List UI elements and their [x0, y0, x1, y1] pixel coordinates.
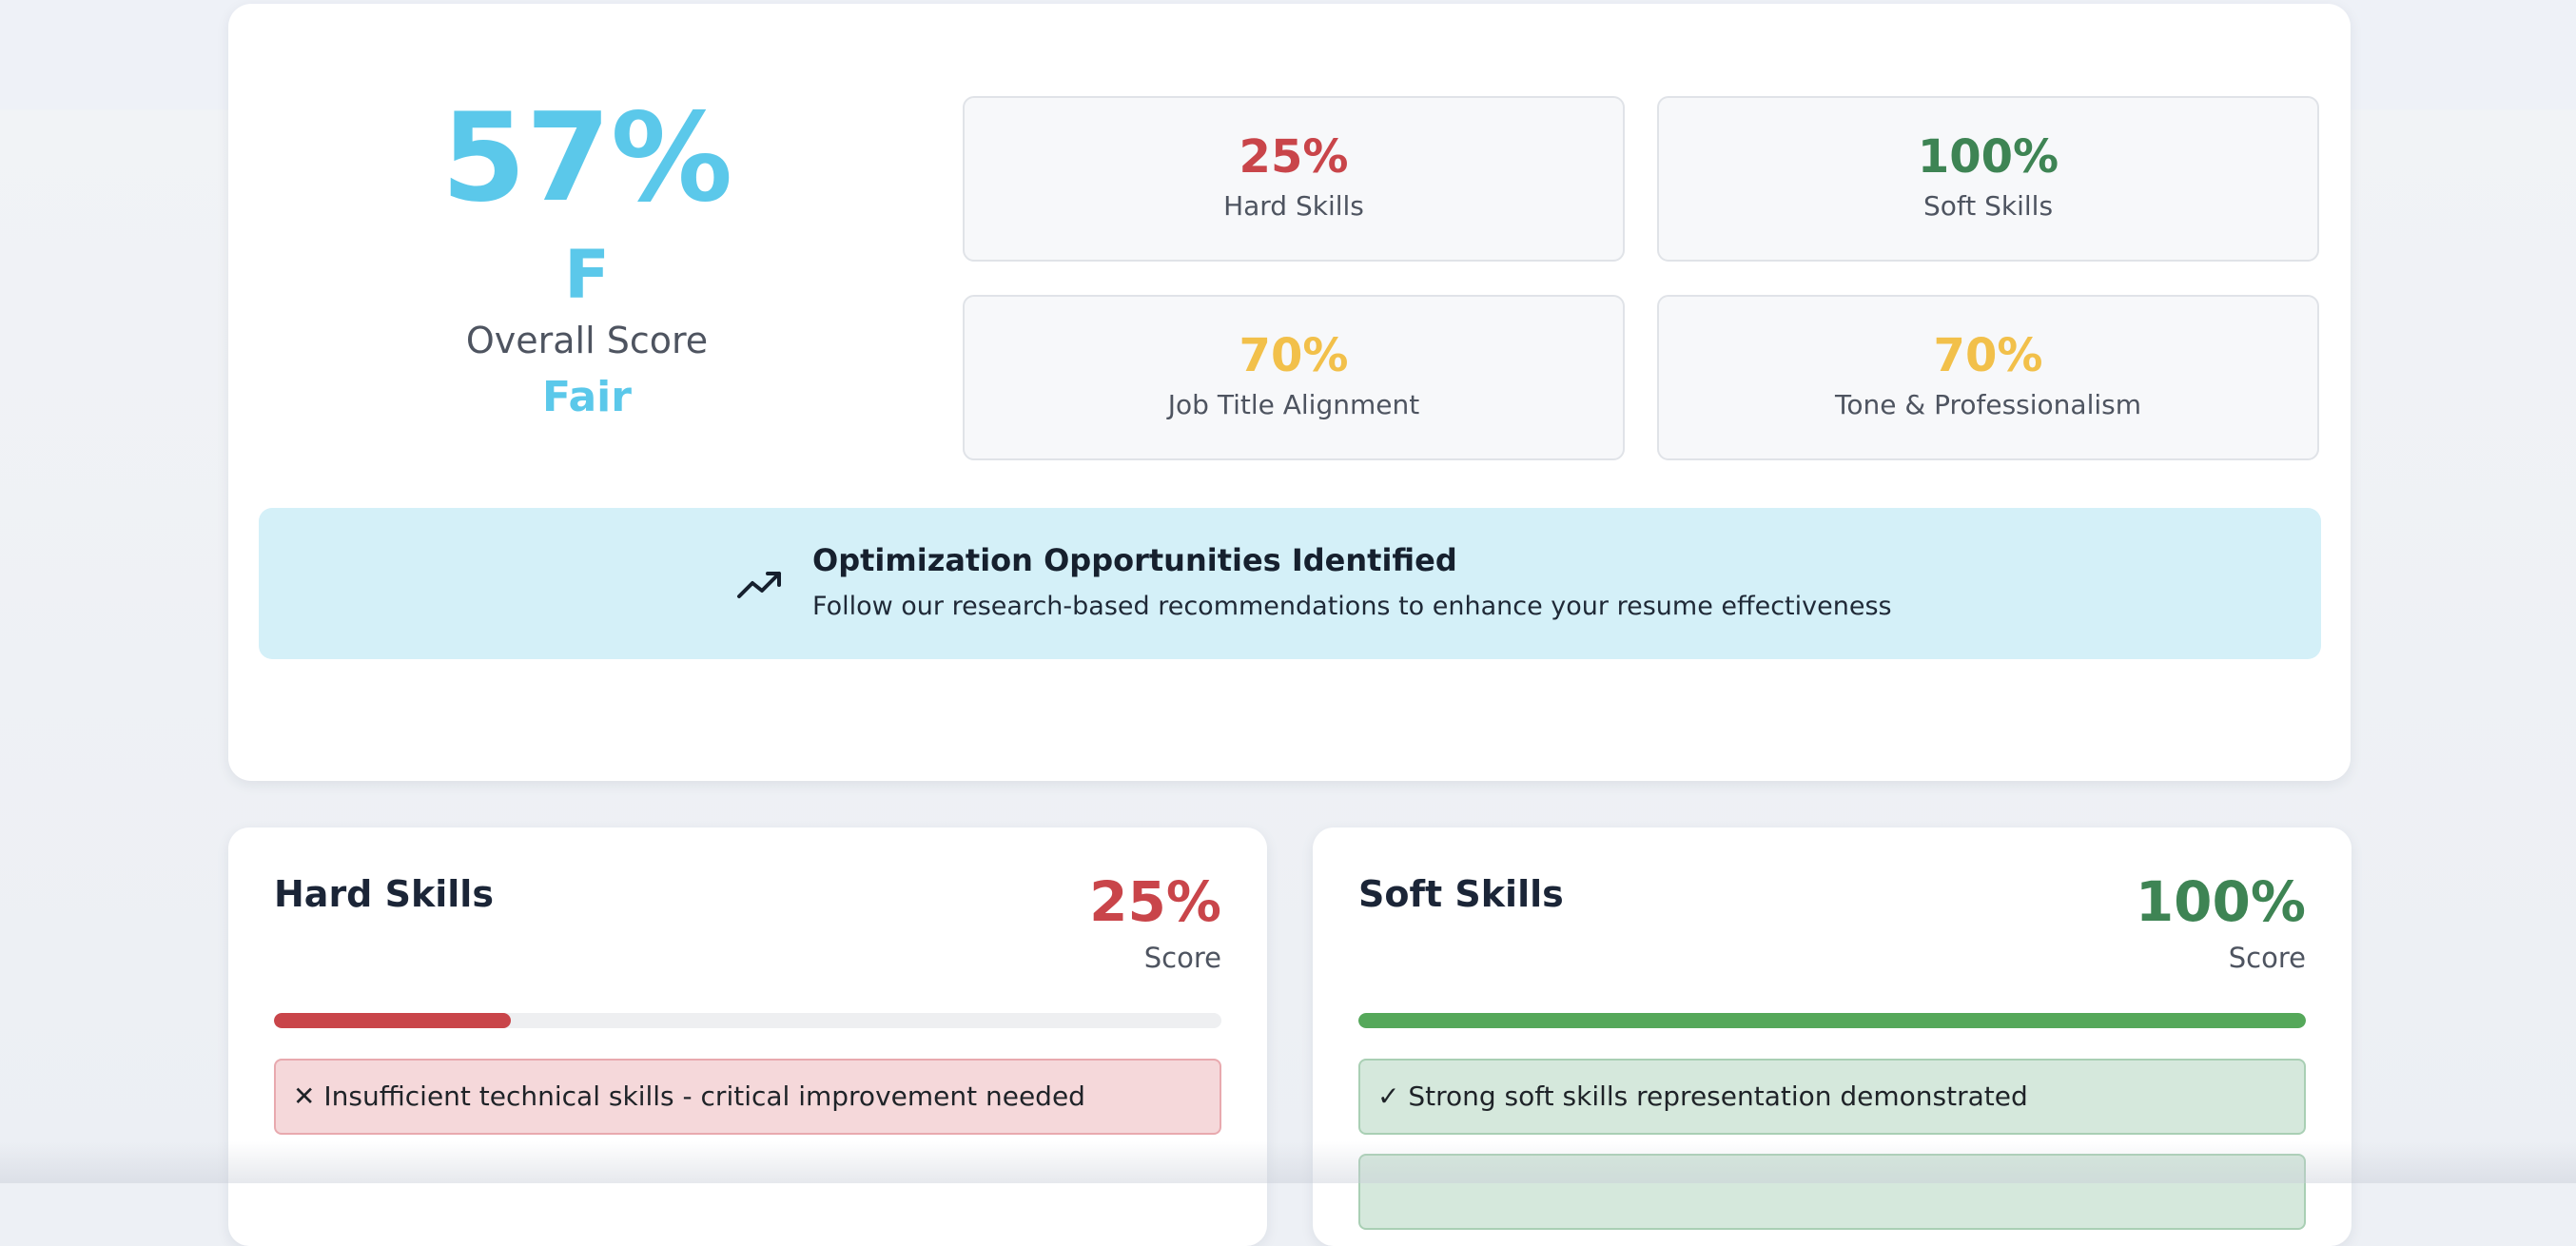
metric-value: 70%	[1239, 329, 1349, 382]
soft-skills-progress-bar	[1358, 1013, 2306, 1028]
hard-skills-score: 25%	[1089, 869, 1221, 934]
hard-skills-title: Hard Skills	[274, 873, 494, 915]
banner-subtitle: Follow our research-based recommendation…	[812, 592, 1892, 621]
hard-skills-progress-bar	[274, 1013, 1221, 1028]
metric-card-tone-professionalism: 70% Tone & Professionalism	[1657, 295, 2319, 460]
overall-grade: F	[564, 236, 610, 314]
trending-up-icon	[737, 572, 781, 598]
metric-value: 70%	[1933, 329, 2043, 382]
metric-card-hard-skills: 25% Hard Skills	[963, 96, 1625, 262]
soft-skills-feedback-item: ✓ Strong soft skills representation demo…	[1358, 1059, 2306, 1135]
metric-card-job-title-alignment: 70% Job Title Alignment	[963, 295, 1625, 460]
soft-skills-title: Soft Skills	[1358, 873, 1564, 915]
soft-skills-score: 100%	[2135, 869, 2306, 934]
metric-card-soft-skills: 100% Soft Skills	[1657, 96, 2319, 262]
metric-value: 25%	[1239, 130, 1349, 184]
optimization-banner: Optimization Opportunities Identified Fo…	[259, 508, 2321, 659]
hard-skills-feedback-item: ✕ Insufficient technical skills - critic…	[274, 1059, 1221, 1135]
soft-skills-progress-fill	[1358, 1013, 2306, 1028]
overall-score-percent: 57%	[440, 88, 733, 229]
soft-skills-feedback-item-partial	[1358, 1154, 2306, 1230]
hard-skills-progress-fill	[274, 1013, 511, 1028]
overall-score-label: Overall Score	[465, 320, 709, 361]
overall-score-panel: 57% F Overall Score Fair	[354, 88, 820, 428]
overall-rating: Fair	[542, 373, 632, 421]
metric-label: Job Title Alignment	[1167, 389, 1420, 420]
banner-title: Optimization Opportunities Identified	[812, 542, 1457, 578]
hard-skills-score-label: Score	[1143, 942, 1221, 974]
hard-skills-card: Hard Skills 25% Score ✕ Insufficient tec…	[228, 827, 1267, 1246]
soft-skills-card: Soft Skills 100% Score ✓ Strong soft ski…	[1313, 827, 2352, 1246]
metric-value: 100%	[1917, 130, 2059, 184]
metric-label: Soft Skills	[1922, 190, 2054, 222]
metric-label: Tone & Professionalism	[1835, 389, 2141, 420]
soft-skills-score-label: Score	[2228, 942, 2306, 974]
metric-label: Hard Skills	[1223, 190, 1364, 222]
